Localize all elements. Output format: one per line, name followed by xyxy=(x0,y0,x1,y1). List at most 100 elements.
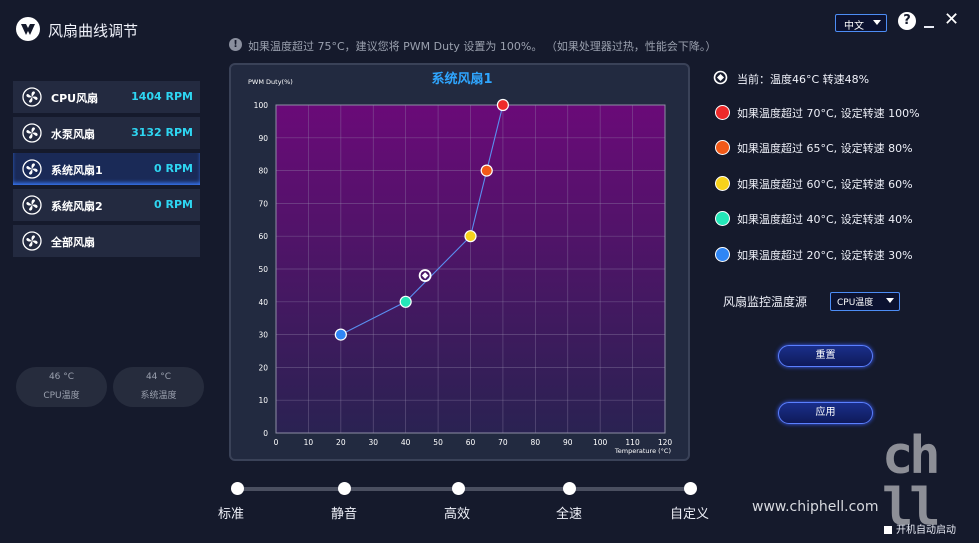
y-tick-label: 60 xyxy=(258,232,268,241)
fan-rpm: 3132 RPM xyxy=(131,126,193,139)
fan-rpm: 1404 RPM xyxy=(131,90,193,103)
fan-item-pump[interactable]: 水泵风扇 3132 RPM xyxy=(13,117,200,149)
fan-rpm: 0 RPM xyxy=(154,198,193,211)
rule-color-dot xyxy=(715,211,730,226)
cpu-temp-pill: 46 °C CPU温度 xyxy=(16,367,107,407)
mode-label-silent[interactable]: 静音 xyxy=(331,507,358,522)
rule-color-dot xyxy=(715,140,730,155)
app-title: 风扇曲线调节 xyxy=(48,22,139,40)
fan-name: CPU风扇 xyxy=(51,92,99,105)
y-tick-label: 100 xyxy=(254,101,269,110)
fan-item-all[interactable]: 全部风扇 xyxy=(13,225,200,257)
fan-icon xyxy=(22,195,42,215)
autostart-label: 开机自动启动 xyxy=(896,525,956,536)
minimize-icon[interactable] xyxy=(924,26,934,28)
mode-dot-custom[interactable] xyxy=(684,482,697,495)
fan-name: 水泵风扇 xyxy=(51,128,95,141)
y-tick-label: 0 xyxy=(263,429,268,438)
apply-button[interactable]: 应用 xyxy=(778,402,873,424)
fan-item-cpu[interactable]: CPU风扇 1404 RPM xyxy=(13,81,200,113)
y-tick-label: 80 xyxy=(258,167,268,176)
fan-icon xyxy=(22,231,42,251)
fan-item-system2[interactable]: 系统风扇2 0 RPM xyxy=(13,189,200,221)
close-icon[interactable]: ✕ xyxy=(944,9,960,30)
x-tick-label: 110 xyxy=(625,438,640,447)
y-tick-label: 90 xyxy=(258,134,268,143)
x-tick-label: 60 xyxy=(466,438,476,447)
temp-label: 系统温度 xyxy=(140,391,177,401)
x-axis-label: Temperature (°C) xyxy=(614,447,671,455)
mode-dot-fullspeed[interactable] xyxy=(563,482,576,495)
rule-color-dot xyxy=(715,105,730,120)
mode-label-standard[interactable]: 标准 xyxy=(218,507,245,522)
rule-text: 如果温度超过 65°C, 设定转速 80% xyxy=(737,142,913,155)
rule-text: 如果温度超过 70°C, 设定转速 100% xyxy=(737,107,920,120)
temp-value: 44 °C xyxy=(145,372,172,382)
fan-name: 全部风扇 xyxy=(51,236,95,249)
language-value: 中文 xyxy=(844,21,864,32)
rule-text: 如果温度超过 20°C, 设定转速 30% xyxy=(737,249,913,262)
y-tick-label: 40 xyxy=(258,298,268,307)
mode-dot-standard[interactable] xyxy=(231,482,244,495)
reset-button[interactable]: 重置 xyxy=(778,345,873,367)
rule-text: 如果温度超过 60°C, 设定转速 60% xyxy=(737,178,913,191)
chart-title: 系统风扇1 xyxy=(431,71,492,87)
mode-label-custom[interactable]: 自定义 xyxy=(670,507,710,522)
help-icon[interactable]: ? xyxy=(898,12,916,30)
y-tick-label: 10 xyxy=(258,396,268,405)
fan-icon xyxy=(22,123,42,143)
mode-dot-silent[interactable] xyxy=(338,482,351,495)
curve-point xyxy=(399,295,412,308)
temp-label: CPU温度 xyxy=(43,391,80,401)
fan-icon xyxy=(22,159,42,179)
x-tick-label: 30 xyxy=(368,438,378,447)
chevron-down-icon xyxy=(873,20,881,25)
x-tick-label: 0 xyxy=(274,438,279,447)
y-axis-label: PWM Duty(%) xyxy=(248,78,293,86)
watermark-logo: ch ll xyxy=(882,426,941,538)
current-point-center xyxy=(421,272,429,279)
mode-label-efficient[interactable]: 高效 xyxy=(444,507,471,522)
plot-area xyxy=(275,104,666,434)
x-tick-label: 50 xyxy=(433,438,443,447)
x-tick-label: 70 xyxy=(498,438,508,447)
curve-point xyxy=(480,164,493,177)
curve-point xyxy=(464,230,477,243)
x-tick-label: 100 xyxy=(593,438,608,447)
temp-value: 46 °C xyxy=(48,372,75,382)
temp-source-label: 风扇监控温度源 xyxy=(723,295,808,309)
y-tick-label: 20 xyxy=(258,363,268,372)
fan-icon xyxy=(22,87,42,107)
rule-color-dot xyxy=(715,176,730,191)
rule-text: 如果温度超过 40°C, 设定转速 40% xyxy=(737,213,913,226)
rule-color-dot xyxy=(715,247,730,262)
watermark-url: www.chiphell.com xyxy=(752,499,879,515)
x-tick-label: 120 xyxy=(658,438,673,447)
autostart-checkbox[interactable]: 开机自动启动 xyxy=(884,521,956,536)
fan-name: 系统风扇2 xyxy=(51,200,103,213)
current-status: 当前：温度46°C 转速48% xyxy=(737,73,870,86)
fan-item-system1[interactable]: 系统风扇1 0 RPM xyxy=(13,153,200,185)
y-tick-label: 70 xyxy=(258,199,268,208)
fan-curve-chart[interactable]: 0 10 20 30 40 50 60 70 80 90 100 110 120 0 10 20 30 40 50 6… xyxy=(229,63,690,461)
y-tick-label: 30 xyxy=(258,331,268,340)
fan-rpm: 0 RPM xyxy=(154,162,193,175)
mode-label-fullspeed[interactable]: 全速 xyxy=(556,507,583,522)
fan-name: 系统风扇1 xyxy=(51,164,103,177)
crosshair-icon xyxy=(713,70,728,85)
current-point-marker xyxy=(418,269,432,282)
temp-source-select[interactable]: CPU温度 xyxy=(830,292,900,311)
language-select[interactable]: 中文 xyxy=(835,14,887,32)
x-tick-label: 20 xyxy=(336,438,346,447)
x-tick-label: 80 xyxy=(531,438,541,447)
system-temp-pill: 44 °C 系统温度 xyxy=(113,367,204,407)
chevron-down-icon xyxy=(886,298,894,303)
warning-icon: ! xyxy=(229,38,242,51)
mode-dot-efficient[interactable] xyxy=(452,482,465,495)
x-tick-label: 10 xyxy=(304,438,314,447)
y-tick-label: 50 xyxy=(258,265,268,274)
app-logo-icon xyxy=(16,17,40,41)
x-tick-label: 40 xyxy=(401,438,411,447)
curve-point xyxy=(496,98,510,112)
temp-source-value: CPU温度 xyxy=(837,298,874,308)
